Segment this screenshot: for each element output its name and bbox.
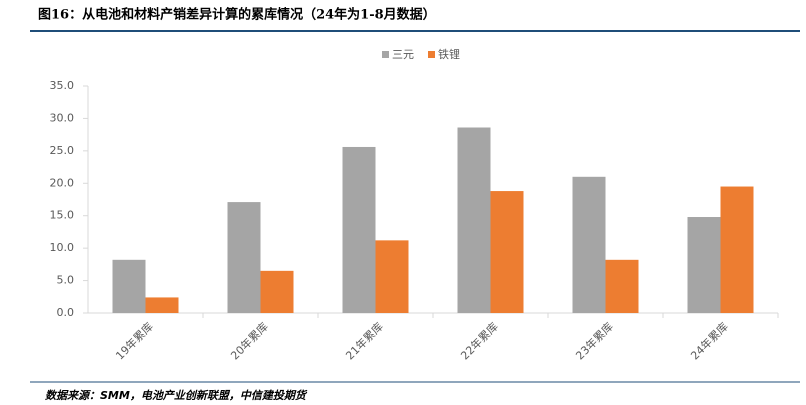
x-tick-label: 21年累库	[343, 319, 386, 362]
bar	[490, 191, 524, 313]
bar	[605, 259, 639, 313]
legend-label: 三元	[392, 48, 414, 61]
bar	[342, 146, 376, 313]
y-tick-label: 20.0	[50, 176, 75, 189]
bar	[687, 217, 721, 313]
x-tick-label: 20年累库	[228, 319, 271, 362]
bar	[260, 270, 294, 313]
y-tick-label: 25.0	[50, 144, 75, 157]
bar	[375, 240, 409, 313]
y-tick-label: 15.0	[50, 209, 75, 222]
x-tick-label: 19年累库	[113, 319, 156, 362]
source-note: 数据来源：SMM，电池产业创新联盟，中信建投期货	[45, 389, 308, 402]
bar	[572, 176, 606, 313]
bar	[145, 297, 179, 313]
y-tick-label: 10.0	[50, 241, 75, 254]
x-tick-label: 22年累库	[458, 319, 501, 362]
bar	[720, 186, 754, 313]
bar	[457, 127, 491, 313]
y-tick-label: 5.0	[57, 274, 75, 287]
bar	[112, 259, 146, 313]
x-tick-label: 24年累库	[688, 319, 731, 362]
legend-label: 铁锂	[438, 47, 460, 61]
legend-swatch	[428, 51, 435, 58]
chart-title: 图16：从电池和材料产销差异计算的累库情况（24年为1-8月数据）	[38, 7, 436, 23]
y-tick-label: 30.0	[50, 111, 75, 124]
legend-swatch	[382, 51, 389, 58]
bar	[227, 202, 261, 313]
x-tick-label: 23年累库	[573, 319, 616, 362]
y-tick-label: 0.0	[57, 306, 75, 319]
y-tick-label: 35.0	[50, 79, 75, 92]
